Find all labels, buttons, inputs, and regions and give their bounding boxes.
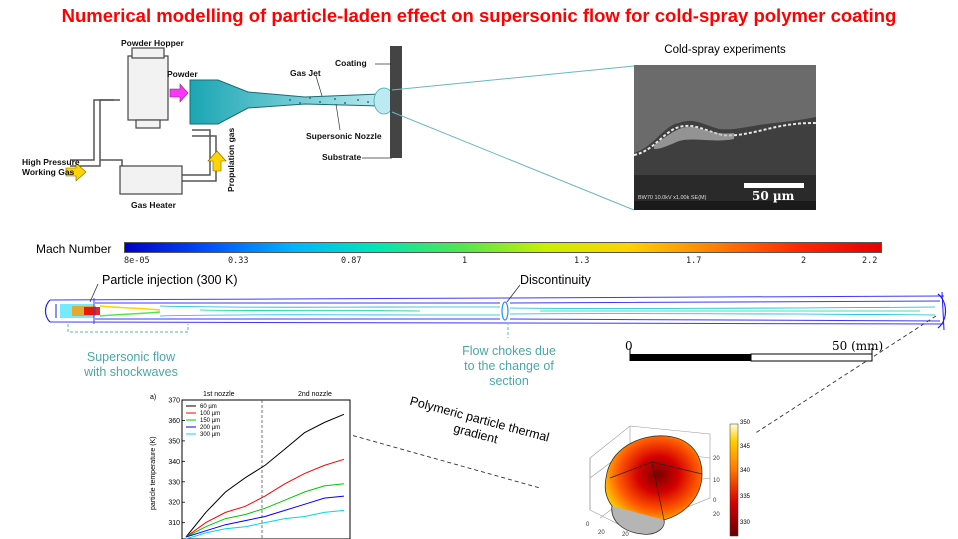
- y-tick-label: 370: [168, 398, 180, 405]
- experiment-title: Cold-spray experiments: [664, 44, 786, 56]
- sem-scale-label: 50 µm: [752, 189, 795, 203]
- chart-ylabel: particle temperature (K): [150, 436, 157, 510]
- substrate: [390, 46, 402, 158]
- mach-tick: 0.33: [228, 256, 249, 266]
- mach-tick: 1.7: [686, 256, 702, 266]
- y-tick-label: 350: [168, 438, 180, 445]
- series-line: [185, 458, 345, 538]
- scale-end-label: 50 (mm): [832, 339, 884, 353]
- substrate-label: Substrate: [322, 152, 362, 162]
- discontinuity-marker: [501, 301, 509, 321]
- plot3d-axis-ticks: 20 10 0 20 0 20 20: [586, 456, 720, 538]
- series-line: [185, 413, 345, 538]
- legend-label: 60 µm: [200, 404, 217, 410]
- length-scale-bar: [630, 354, 751, 361]
- temperature-colorbar: [729, 423, 739, 537]
- coating-label: Coating: [335, 58, 367, 68]
- gas-jet-label: Gas Jet: [290, 68, 321, 78]
- mach-tick: 2.2: [862, 256, 878, 266]
- propulsion-gas-label: Propulation gas: [226, 127, 236, 192]
- series-line: [185, 509, 345, 539]
- y-tick-label: 340: [168, 459, 180, 466]
- y-tick-label: 360: [168, 418, 180, 425]
- propulsion-arrow: [207, 150, 227, 172]
- particle-3d-plot: [589, 423, 739, 537]
- sem-micrograph: 50 µm BW70 10.0kV x1.00k SE(M): [634, 65, 816, 210]
- chart-panel-label: a): [150, 394, 157, 401]
- series-line: [185, 495, 345, 538]
- y-tick-label: 330: [168, 479, 180, 486]
- mach-colorbar: [124, 242, 882, 253]
- particle-injection-label: Particle injection (300 K): [102, 273, 238, 287]
- discontinuity-label: Discontinuity: [520, 273, 591, 287]
- cold-spray-schematic: [65, 46, 635, 211]
- legend-label: 100 µm: [200, 411, 220, 417]
- page-title: Numerical modelling of particle-laden ef…: [61, 5, 897, 26]
- mach-tick: 8e-05: [124, 256, 150, 266]
- particle-shape: [604, 435, 703, 523]
- mach-ticks: 8e-05 0.33 0.87 1 1.3 1.7 2 2.2: [124, 256, 882, 268]
- sem-image: [634, 65, 816, 210]
- second-nozzle-label: 2nd nozzle: [298, 391, 332, 398]
- legend-label: 200 µm: [200, 425, 220, 431]
- y-tick-label: 310: [168, 520, 180, 527]
- sem-info: BW70 10.0kV x1.00k SE(M): [638, 195, 707, 201]
- sem-scale-bar: [744, 183, 804, 188]
- colorbar-ticks: 350 345 340 335 330: [740, 420, 751, 526]
- mach-number-label: Mach Number: [36, 242, 112, 256]
- scale-start-label: 0: [625, 339, 633, 353]
- mach-tick: 1: [462, 256, 468, 266]
- mach-tick: 2: [801, 256, 807, 266]
- flow-chokes-label: Flow chokes due to the change of section: [462, 344, 556, 388]
- gas-arrow: [65, 162, 87, 182]
- powder-hopper-label: Powder Hopper: [121, 38, 184, 48]
- powder-label: Powder: [167, 69, 198, 79]
- legend-label: 150 µm: [200, 418, 220, 424]
- gas-heater: [119, 165, 183, 195]
- mach-tick: 0.87: [341, 256, 362, 266]
- series-line: [185, 483, 345, 538]
- supersonic-nozzle: [189, 79, 381, 125]
- mach-tick: 1.3: [574, 256, 590, 266]
- legend-label: 300 µm: [200, 432, 220, 438]
- powder-hopper: [127, 55, 169, 121]
- powder-arrow: [169, 83, 189, 103]
- y-tick-label: 320: [168, 500, 180, 507]
- supersonic-flow-label: Supersonic flow with shockwaves: [84, 350, 178, 379]
- flow-contour: [44, 283, 947, 489]
- supersonic-nozzle-label: Supersonic Nozzle: [306, 131, 382, 141]
- gas-heater-label: Gas Heater: [131, 200, 176, 210]
- first-nozzle-label: 1st nozzle: [203, 391, 235, 398]
- high-pressure-gas-label: High Pressure Working Gas: [22, 157, 80, 177]
